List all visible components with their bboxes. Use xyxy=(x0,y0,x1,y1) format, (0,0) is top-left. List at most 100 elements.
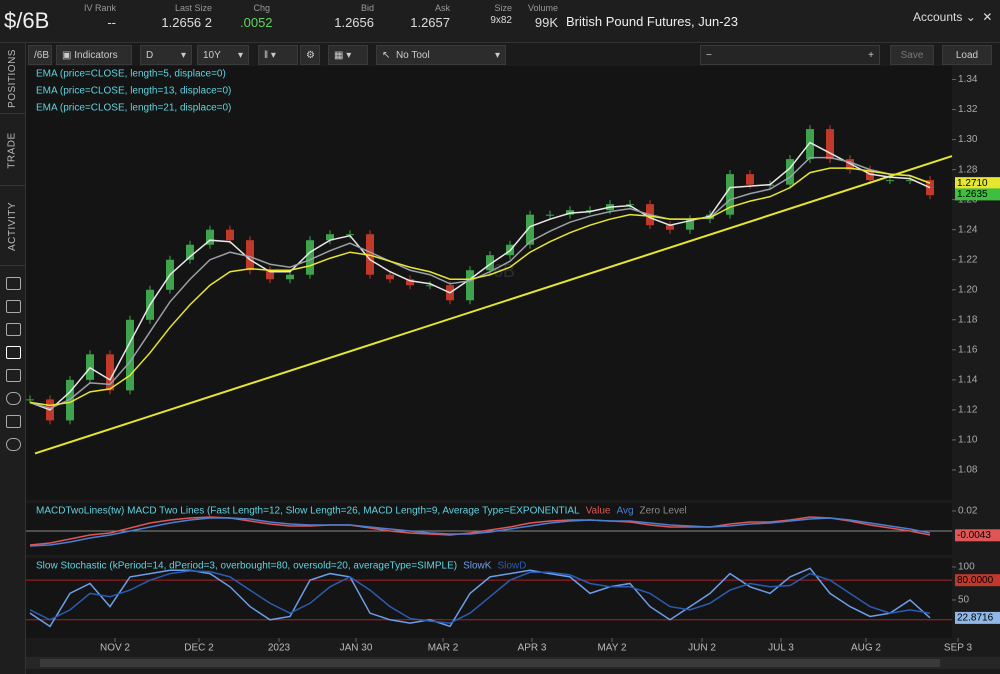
style-button[interactable]: ‖ ▾ xyxy=(258,45,298,65)
tab[interactable]: POSITIONS xyxy=(0,43,25,114)
legend-label: SlowK xyxy=(463,561,492,572)
field: Volume 99K xyxy=(520,3,558,30)
candle xyxy=(626,204,634,206)
y-tick-label: 1.18 xyxy=(958,314,978,325)
y-tick-label: 1.08 xyxy=(958,465,978,476)
candle xyxy=(246,240,254,271)
symbol-box[interactable]: /6B xyxy=(28,45,52,65)
icon[interactable] xyxy=(6,346,21,359)
candle xyxy=(486,255,494,271)
candle xyxy=(806,129,814,160)
macd-pane xyxy=(26,503,952,555)
legend-label: EMA (price=CLOSE, length=5, displace=0) xyxy=(36,69,226,80)
header: $/6B IV Rank -- Last Size 1.2656 2 Chg .005… xyxy=(0,0,1000,43)
tool-select[interactable]: ↖ No Tool ▾ xyxy=(376,45,506,65)
field-label: Bid xyxy=(360,3,374,13)
y-tick-label: 1.12 xyxy=(958,405,978,416)
y-tick-label: 1.16 xyxy=(958,344,978,355)
y-tick-label: 100 xyxy=(958,562,975,573)
x-tick-label: MAR 2 xyxy=(428,643,459,654)
candle xyxy=(906,180,914,182)
field-label: Size xyxy=(494,3,512,13)
x-tick-label: JAN 30 xyxy=(340,643,373,654)
icon[interactable] xyxy=(6,415,21,428)
y-tick-label: 1.32 xyxy=(958,104,978,115)
legend-label: EMA (price=CLOSE, length=21, displace=0) xyxy=(36,103,231,114)
legend-label: Avg xyxy=(616,506,633,517)
candle xyxy=(526,214,534,245)
tab[interactable]: TRADE xyxy=(0,115,25,186)
settings-button[interactable]: ⚙ xyxy=(300,45,320,65)
candle xyxy=(406,279,414,286)
candle xyxy=(226,229,234,241)
series-line xyxy=(29,167,931,407)
series-line xyxy=(29,517,931,547)
candle xyxy=(346,234,354,236)
field: IV Rank -- xyxy=(80,3,116,30)
value-box-label: 80.0000 xyxy=(957,575,994,586)
candle xyxy=(726,174,734,215)
candle xyxy=(286,274,294,280)
value-box xyxy=(955,529,1000,542)
field-value: 9x82 xyxy=(490,15,512,26)
load-button[interactable]: Load xyxy=(942,45,992,65)
value-box xyxy=(955,188,1000,201)
candle xyxy=(786,159,794,185)
scrollbar-thumb[interactable] xyxy=(40,659,940,667)
legend-label: Zero Level xyxy=(640,506,687,517)
candle xyxy=(466,270,474,301)
icon[interactable] xyxy=(6,300,21,313)
candle xyxy=(586,210,594,212)
field: Bid 1.2656 xyxy=(330,3,374,30)
candle xyxy=(326,234,334,241)
y-tick-label: 0.02 xyxy=(958,506,978,517)
candle xyxy=(386,274,394,280)
tab[interactable]: ACTIVITY xyxy=(0,187,25,266)
accounts-button[interactable]: Accounts ⌄ ✕ xyxy=(913,10,993,24)
aggregation-select[interactable]: D ▾ xyxy=(140,45,192,65)
zoom-slider[interactable]: − + xyxy=(700,45,880,65)
candle xyxy=(106,354,114,391)
legend-label: EMA (price=CLOSE, length=13, displace=0) xyxy=(36,86,231,97)
icon[interactable] xyxy=(6,392,21,405)
y-tick-label: 1.24 xyxy=(958,224,978,235)
y-tick-label: 1.22 xyxy=(958,254,978,265)
field-value: 1.2657 xyxy=(410,15,450,30)
indicators-button[interactable]: ▣ Indicators xyxy=(56,45,132,65)
value-box xyxy=(955,574,1000,587)
period-select[interactable]: 10Y ▾ xyxy=(197,45,249,65)
field-label: Chg xyxy=(253,3,270,13)
x-tick-label: APR 3 xyxy=(518,643,547,654)
indicators-label: Indicators xyxy=(74,50,118,61)
x-tick-label: AUG 2 xyxy=(851,643,881,654)
icon[interactable] xyxy=(6,438,21,451)
field: Ask 1.2657 xyxy=(406,3,450,30)
field: Chg .0052 xyxy=(240,3,273,30)
drawing-button[interactable]: ▦ ▾ xyxy=(328,45,368,65)
y-tick-label: 1.20 xyxy=(958,284,978,295)
x-tick-label: MAY 2 xyxy=(597,643,627,654)
candle xyxy=(886,180,894,182)
value-box-label: 22.8716 xyxy=(957,613,994,624)
icon[interactable] xyxy=(6,369,21,382)
y-tick-label: 1.34 xyxy=(958,74,978,85)
candle xyxy=(546,214,554,216)
value-box-label: 1.2710 xyxy=(957,178,988,189)
icon[interactable] xyxy=(6,323,21,336)
field-value: -- xyxy=(107,15,116,30)
x-tick-label: 2023 xyxy=(268,643,291,654)
series-line xyxy=(29,570,931,624)
value-box-label: 1.2635 xyxy=(957,189,988,200)
y-tick-label: 1.10 xyxy=(958,435,978,446)
y-tick-label: 1.28 xyxy=(958,164,978,175)
period-label: 10Y xyxy=(203,50,221,61)
symbol[interactable]: $/6B xyxy=(4,8,50,33)
description: British Pound Futures, Jun-23 xyxy=(566,14,738,29)
save-button[interactable]: Save xyxy=(890,45,934,65)
icon[interactable] xyxy=(6,277,21,290)
candle xyxy=(306,240,314,275)
x-tick-label: JUN 2 xyxy=(688,643,716,654)
candle xyxy=(826,129,834,160)
x-tick-label: NOV 2 xyxy=(100,643,130,654)
